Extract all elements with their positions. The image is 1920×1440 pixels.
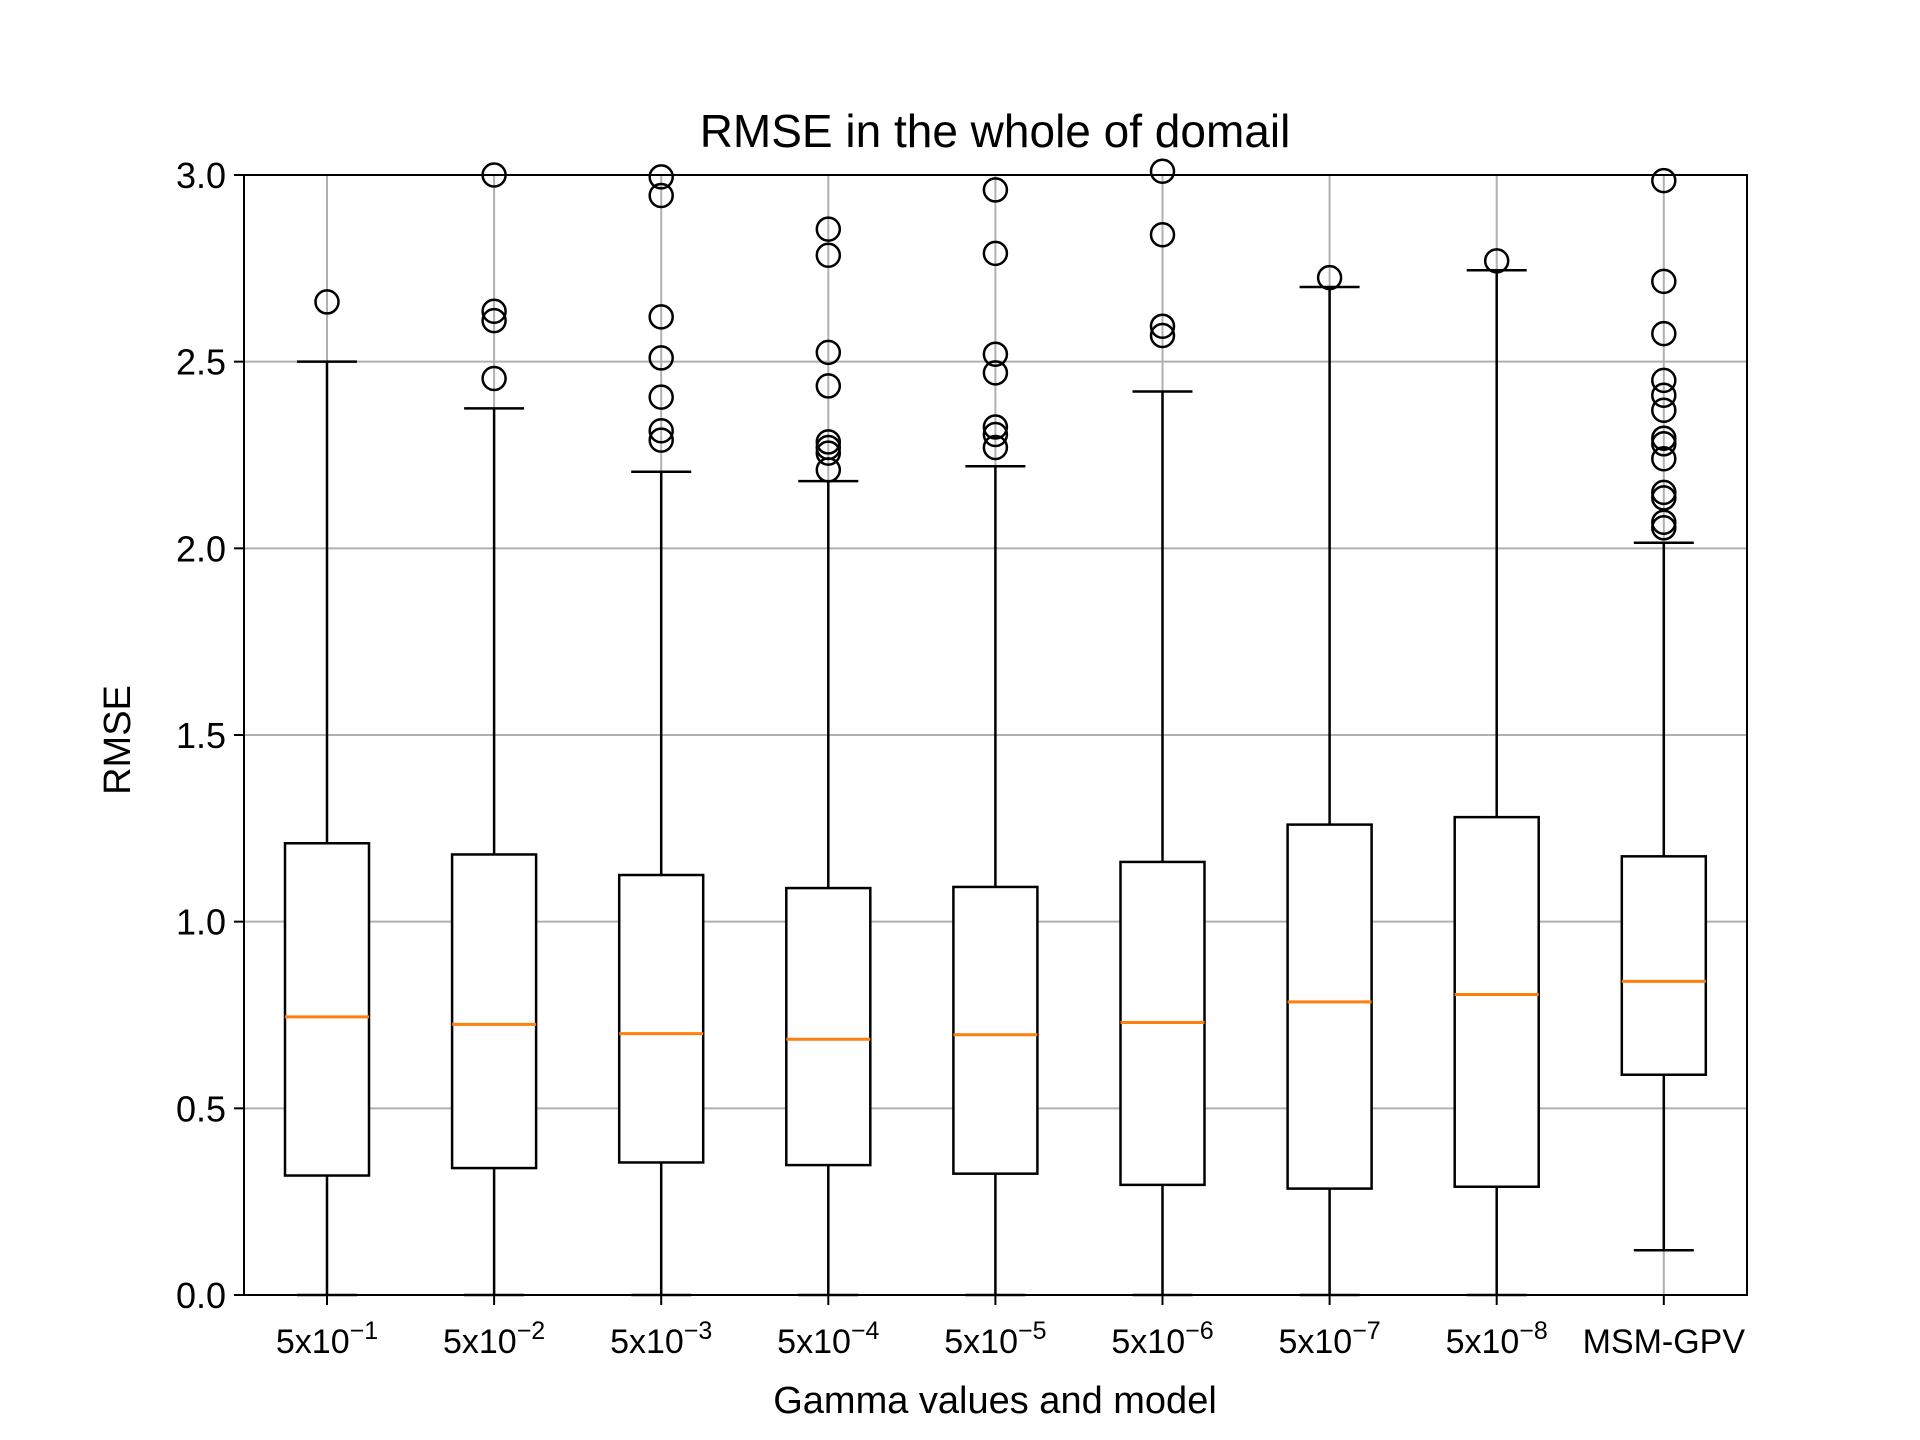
- iqr-box: [617, 873, 705, 1164]
- box-group: [617, 164, 705, 1297]
- y-tick-label: 2.5: [176, 342, 226, 383]
- y-tick-label: 0.5: [176, 1088, 226, 1129]
- iqr-box: [785, 886, 872, 1167]
- y-tick-label: 0.0: [176, 1275, 226, 1316]
- outlier-point: [1651, 515, 1677, 541]
- outlier-point: [648, 384, 674, 410]
- x-tick-label: 5x10−6: [1111, 1317, 1213, 1361]
- x-tick-label: 5x10−8: [1446, 1317, 1548, 1361]
- outlier-point: [982, 434, 1009, 461]
- outlier-point: [982, 341, 1009, 367]
- outlier-point: [815, 440, 842, 466]
- outlier-point: [481, 307, 507, 334]
- outlier-point: [648, 417, 674, 444]
- outlier-point: [1651, 268, 1677, 295]
- outlier-point: [314, 289, 340, 315]
- x-tick-label: 5x10−3: [610, 1317, 712, 1361]
- outlier-point: [648, 427, 674, 453]
- chart-title: RMSE in the whole of domail: [700, 105, 1291, 157]
- outlier-point: [982, 240, 1009, 267]
- x-tick-label: 5x10−1: [276, 1317, 378, 1361]
- outlier-point: [1149, 322, 1176, 349]
- outlier-point: [1651, 397, 1677, 423]
- box-group: [1286, 264, 1373, 1297]
- y-tick-label: 1.0: [176, 902, 226, 943]
- outlier-point: [982, 177, 1009, 203]
- outlier-point: [481, 365, 507, 392]
- outlier-point: [815, 339, 842, 366]
- outlier-point: [982, 421, 1009, 448]
- x-tick-label: MSM-GPV: [1583, 1323, 1746, 1361]
- outlier-point: [815, 429, 842, 455]
- outlier-point: [648, 345, 674, 371]
- x-tick-label: 5x10−2: [443, 1317, 545, 1361]
- outlier-point: [1651, 382, 1677, 409]
- outlier-point: [815, 216, 842, 242]
- outlier-point: [1651, 167, 1677, 194]
- outlier-point: [1651, 445, 1677, 472]
- box-group: [1620, 167, 1708, 1252]
- outlier-point: [1651, 367, 1677, 394]
- outlier-point: [648, 164, 674, 190]
- outlier-point: [815, 373, 842, 399]
- box-group: [1119, 158, 1206, 1297]
- outlier-point: [1149, 221, 1176, 248]
- iqr-box: [1286, 823, 1373, 1190]
- outlier-point: [648, 304, 674, 330]
- iqr-box: [1620, 855, 1708, 1076]
- y-tick-label: 1.5: [176, 715, 226, 756]
- x-tick-label: 5x10−5: [944, 1317, 1046, 1361]
- outlier-point: [648, 182, 674, 209]
- box-group: [952, 177, 1039, 1297]
- x-tick-label: 5x10−4: [777, 1317, 879, 1361]
- boxes: [283, 158, 1708, 1297]
- outlier-point: [982, 360, 1009, 386]
- outlier-point: [1651, 479, 1677, 506]
- outlier-point: [815, 242, 842, 269]
- outlier-point: [1149, 158, 1176, 185]
- iqr-box: [283, 842, 371, 1177]
- box-group: [283, 289, 371, 1297]
- ticks: 0.0 0.5 1.0 1.5 2.0 2.5 3.0 5x10−1 5x10−2 5x10−3 5…: [176, 155, 1745, 1361]
- outlier-point: [1651, 509, 1677, 535]
- outlier-point: [481, 298, 507, 325]
- y-tick-label: 3.0: [176, 155, 226, 196]
- box-group: [785, 216, 872, 1297]
- iqr-box: [1453, 815, 1540, 1188]
- x-axis-label: Gamma values and model: [773, 1380, 1217, 1422]
- outlier-point: [1316, 264, 1343, 291]
- outlier-point: [1651, 485, 1677, 511]
- outlier-point: [815, 434, 842, 461]
- outlier-point: [1651, 425, 1677, 451]
- box-group: [1453, 248, 1540, 1297]
- iqr-box: [450, 853, 538, 1170]
- y-axis-label: RMSE: [97, 685, 139, 795]
- outlier-point: [982, 414, 1009, 440]
- outlier-point: [1651, 431, 1677, 457]
- x-tick-label: 5x10−7: [1278, 1317, 1380, 1361]
- outlier-point: [1483, 248, 1510, 274]
- iqr-box: [952, 885, 1039, 1175]
- box-group: [450, 162, 538, 1297]
- y-tick-label: 2.0: [176, 528, 226, 569]
- outlier-point: [1149, 313, 1176, 339]
- outlier-point: [1651, 320, 1677, 347]
